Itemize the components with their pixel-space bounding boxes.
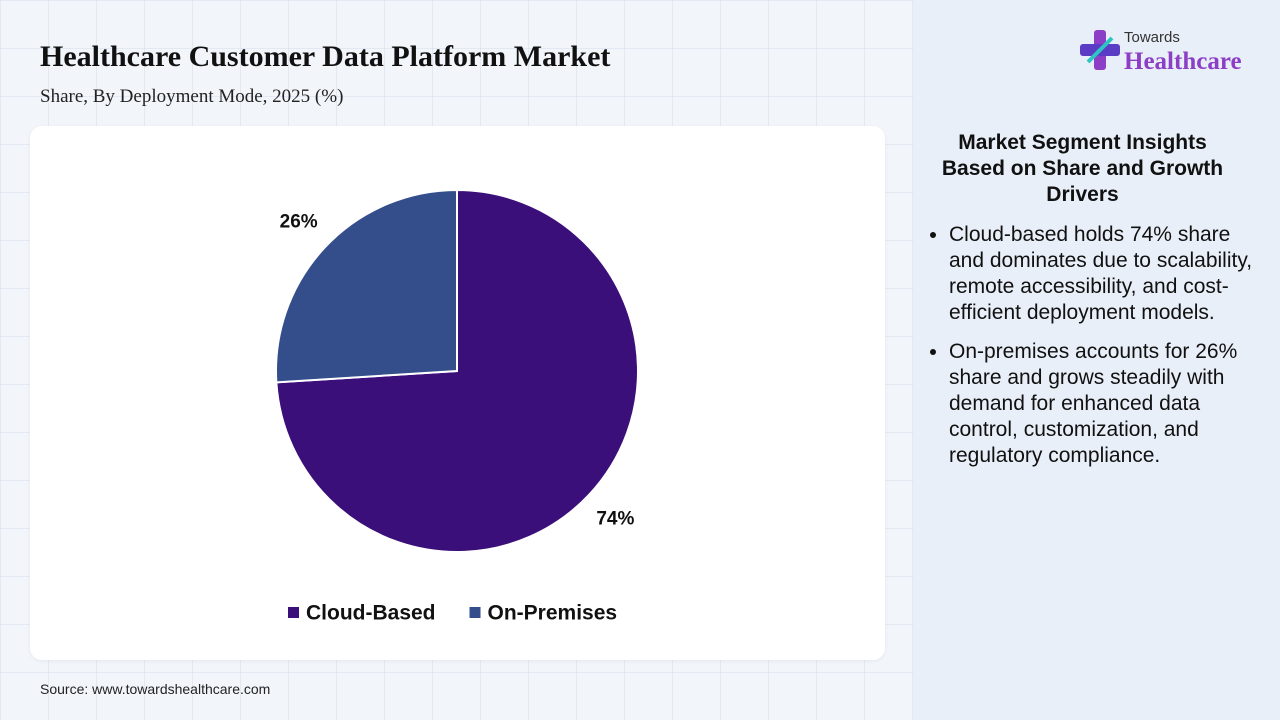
data-label: 26%: [280, 211, 318, 232]
logo-text: Healthcare: [1124, 48, 1242, 75]
insights-panel: [913, 0, 1280, 720]
insights-list: Cloud-based holds 74% share and dominate…: [925, 222, 1255, 482]
data-label: 74%: [596, 509, 634, 530]
logo-icon: [1080, 30, 1120, 70]
insights-heading: Market Segment Insights Based on Share a…: [941, 131, 1224, 206]
insight: Cloud-based holds 74% share and dominate…: [949, 222, 1255, 326]
chart-title: Healthcare Customer Data Platform Market: [40, 40, 611, 73]
logo: Towards Healthcare: [1080, 26, 1260, 78]
legend-swatch: [469, 607, 481, 618]
chart: 74% 26% Cloud-Based On-Premises: [275, 188, 639, 625]
logo-text: Towards: [1124, 29, 1180, 46]
legend-swatch: [288, 607, 299, 618]
legend-label: Cloud-Based: [306, 602, 436, 625]
legend-label: On-Premises: [488, 602, 618, 625]
source: Source: www.towardshealthcare.com: [40, 681, 271, 697]
insight: On-premises accounts for 26% share and g…: [949, 339, 1255, 469]
chart-subtitle: Share, By Deployment Mode, 2025 (%): [40, 86, 344, 107]
pie-slice: [275, 188, 458, 384]
